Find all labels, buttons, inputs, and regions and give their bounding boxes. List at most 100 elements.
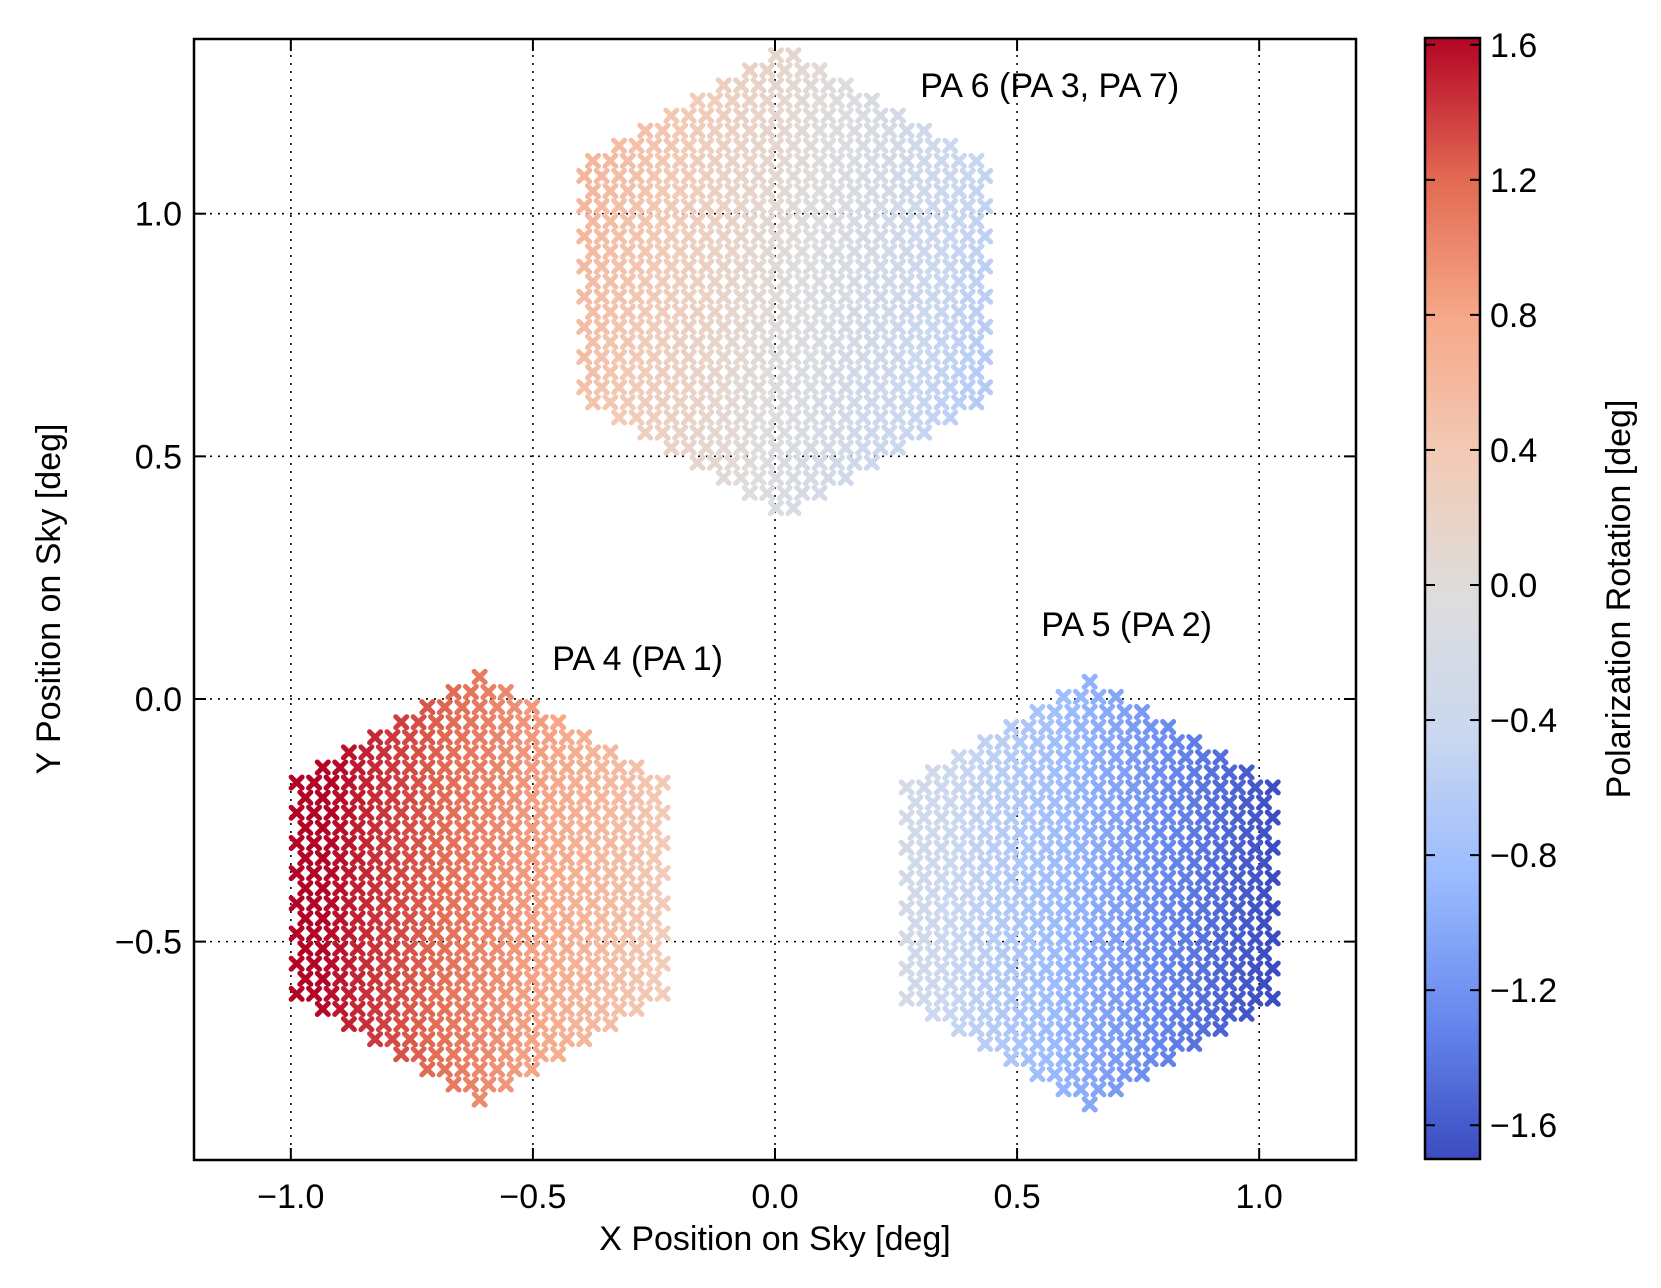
pixel-point (916, 809, 933, 826)
pixel-point (950, 809, 967, 826)
pixel-point (349, 970, 366, 987)
pixel-point (942, 915, 959, 932)
pixel-point (916, 122, 933, 139)
pixel-point (846, 92, 863, 109)
pixel-point (916, 273, 933, 290)
pixel-point (1125, 930, 1142, 947)
pixel-point (550, 895, 567, 912)
pixel-point (532, 834, 549, 851)
pixel-point (1203, 945, 1220, 962)
pixel-point (741, 62, 758, 79)
pixel-point (820, 107, 837, 124)
pixel-point (1090, 779, 1107, 796)
pixel-point (898, 960, 915, 977)
pixel-point (802, 107, 819, 124)
pixel-point (558, 729, 575, 746)
pixel-point (436, 1031, 453, 1048)
pixel-point (340, 774, 357, 791)
pixel-point (741, 92, 758, 109)
pixel-point (1090, 900, 1107, 917)
pixel-point (794, 394, 811, 411)
pixel-point (924, 258, 941, 275)
pixel-point (741, 424, 758, 441)
pixel-point (393, 714, 410, 731)
pixel-point (663, 439, 680, 456)
pixel-point (1177, 900, 1194, 917)
pixel-point (445, 895, 462, 912)
pixel-point (898, 273, 915, 290)
pixel-point (1247, 809, 1264, 826)
pixel-point (367, 1031, 384, 1048)
pixel-point (445, 925, 462, 942)
pixel-point (916, 900, 933, 917)
pixel-point (576, 198, 593, 215)
pixel-point (1107, 839, 1124, 856)
pixel-point (550, 714, 567, 731)
pixel-point (401, 910, 418, 927)
pixel-point (689, 364, 706, 381)
pixel-point (889, 167, 906, 184)
pixel-point (576, 349, 593, 366)
colorbar-tick-label: 1.2 (1490, 162, 1537, 200)
pixel-point (419, 970, 436, 987)
pixel-point (1081, 975, 1098, 992)
pixel-point (950, 364, 967, 381)
pixel-point (942, 854, 959, 871)
pixel-point (619, 243, 636, 260)
pixel-point (898, 809, 915, 826)
pixel-point (515, 955, 532, 972)
pixel-point (785, 288, 802, 305)
pixel-point (985, 1020, 1002, 1037)
pixel-point (619, 334, 636, 351)
pixel-point (933, 273, 950, 290)
pixel-point (1160, 779, 1177, 796)
pixel-point (863, 183, 880, 200)
pixel-point (977, 258, 994, 275)
pixel-point (977, 975, 994, 992)
pixel-point (977, 885, 994, 902)
pixel-point (1029, 734, 1046, 751)
pixel-point (977, 228, 994, 245)
pixel-point (1203, 975, 1220, 992)
pixel-point (794, 273, 811, 290)
pixel-point (462, 865, 479, 882)
pixel-point (1055, 749, 1072, 766)
pixel-point (454, 729, 471, 746)
pixel-point (680, 379, 697, 396)
pixel-point (959, 915, 976, 932)
pixel-point (715, 439, 732, 456)
pixel-point (1168, 764, 1185, 781)
pixel-point (663, 288, 680, 305)
pixel-point (480, 1046, 497, 1063)
pixel-point (637, 804, 654, 821)
pixel-point (297, 789, 314, 806)
pixel-point (898, 839, 915, 856)
pixel-point (1029, 1066, 1046, 1083)
pixel-point (1046, 764, 1063, 781)
pixel-point (454, 940, 471, 957)
pixel-point (584, 865, 601, 882)
pixel-point (977, 167, 994, 184)
pixel-point (916, 152, 933, 169)
pixel-point (367, 880, 384, 897)
pixel-point (1247, 960, 1264, 977)
pixel-point (1238, 915, 1255, 932)
pixel-point (1081, 764, 1098, 781)
pixel-point (794, 122, 811, 139)
pixel-point (1003, 839, 1020, 856)
pixel-point (794, 183, 811, 200)
pixel-point (436, 1061, 453, 1078)
pixel-point (907, 228, 924, 245)
pixel-point (750, 469, 767, 486)
pixel-point (419, 910, 436, 927)
pixel-point (968, 183, 985, 200)
pixel-point (1221, 764, 1238, 781)
pixel-point (828, 394, 845, 411)
pixel-point (628, 789, 645, 806)
pixel-point (715, 469, 732, 486)
pixel-point (1046, 975, 1063, 992)
pixel-point (959, 228, 976, 245)
pixel-point (715, 288, 732, 305)
pixel-point (1072, 990, 1089, 1007)
pixel-point (706, 334, 723, 351)
